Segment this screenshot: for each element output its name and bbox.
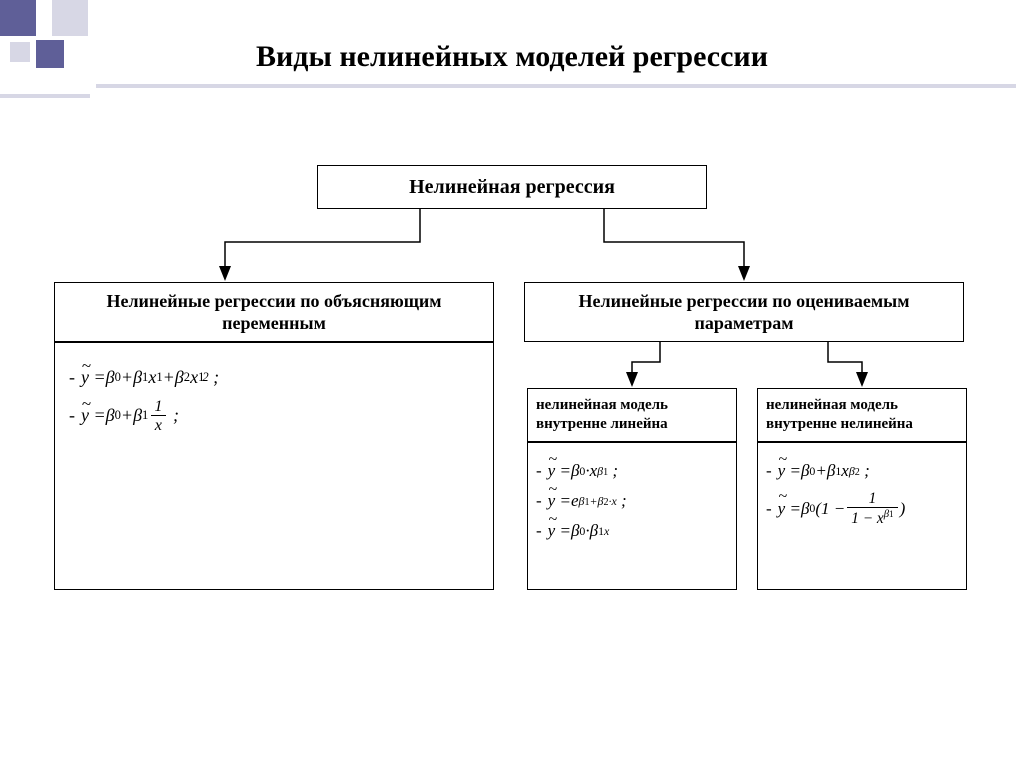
- node-left: Нелинейные регрессии по объясняющим пере…: [54, 282, 494, 342]
- formula-subr-2: - y = β0(1 − 11 − xβ1): [766, 491, 958, 526]
- node-right: Нелинейные регрессии по оцениваемым пара…: [524, 282, 964, 342]
- page-title: Виды нелинейных моделей регрессии: [0, 40, 1024, 74]
- node-root: Нелинейная регрессия: [317, 165, 707, 209]
- node-sub-right: нелинейная модель внутренне нелинейна: [757, 388, 967, 442]
- formula-left-2: - y = β0 + β1 1x ;: [69, 398, 479, 433]
- formula-subl-3: - y =β0·β1x: [536, 521, 728, 541]
- node-sub-left: нелинейная модель внутренне линейна: [527, 388, 737, 442]
- formula-panel-sub-left: - y =β0·xβ1 ; - y = eβ1+β2·x ; - y =β0·β…: [527, 442, 737, 590]
- formula-left-1: - y = β0 + β1x1+β2x12 ;: [69, 367, 479, 388]
- formula-panel-left: - y = β0 + β1x1+β2x12 ; - y = β0 + β1 1x…: [54, 342, 494, 590]
- formula-subl-1: - y =β0·xβ1 ;: [536, 461, 728, 481]
- formula-subl-2: - y = eβ1+β2·x ;: [536, 491, 728, 511]
- formula-panel-sub-right: - y =β0+β1xβ2 ; - y = β0(1 − 11 − xβ1): [757, 442, 967, 590]
- formula-subr-1: - y =β0+β1xβ2 ;: [766, 461, 958, 481]
